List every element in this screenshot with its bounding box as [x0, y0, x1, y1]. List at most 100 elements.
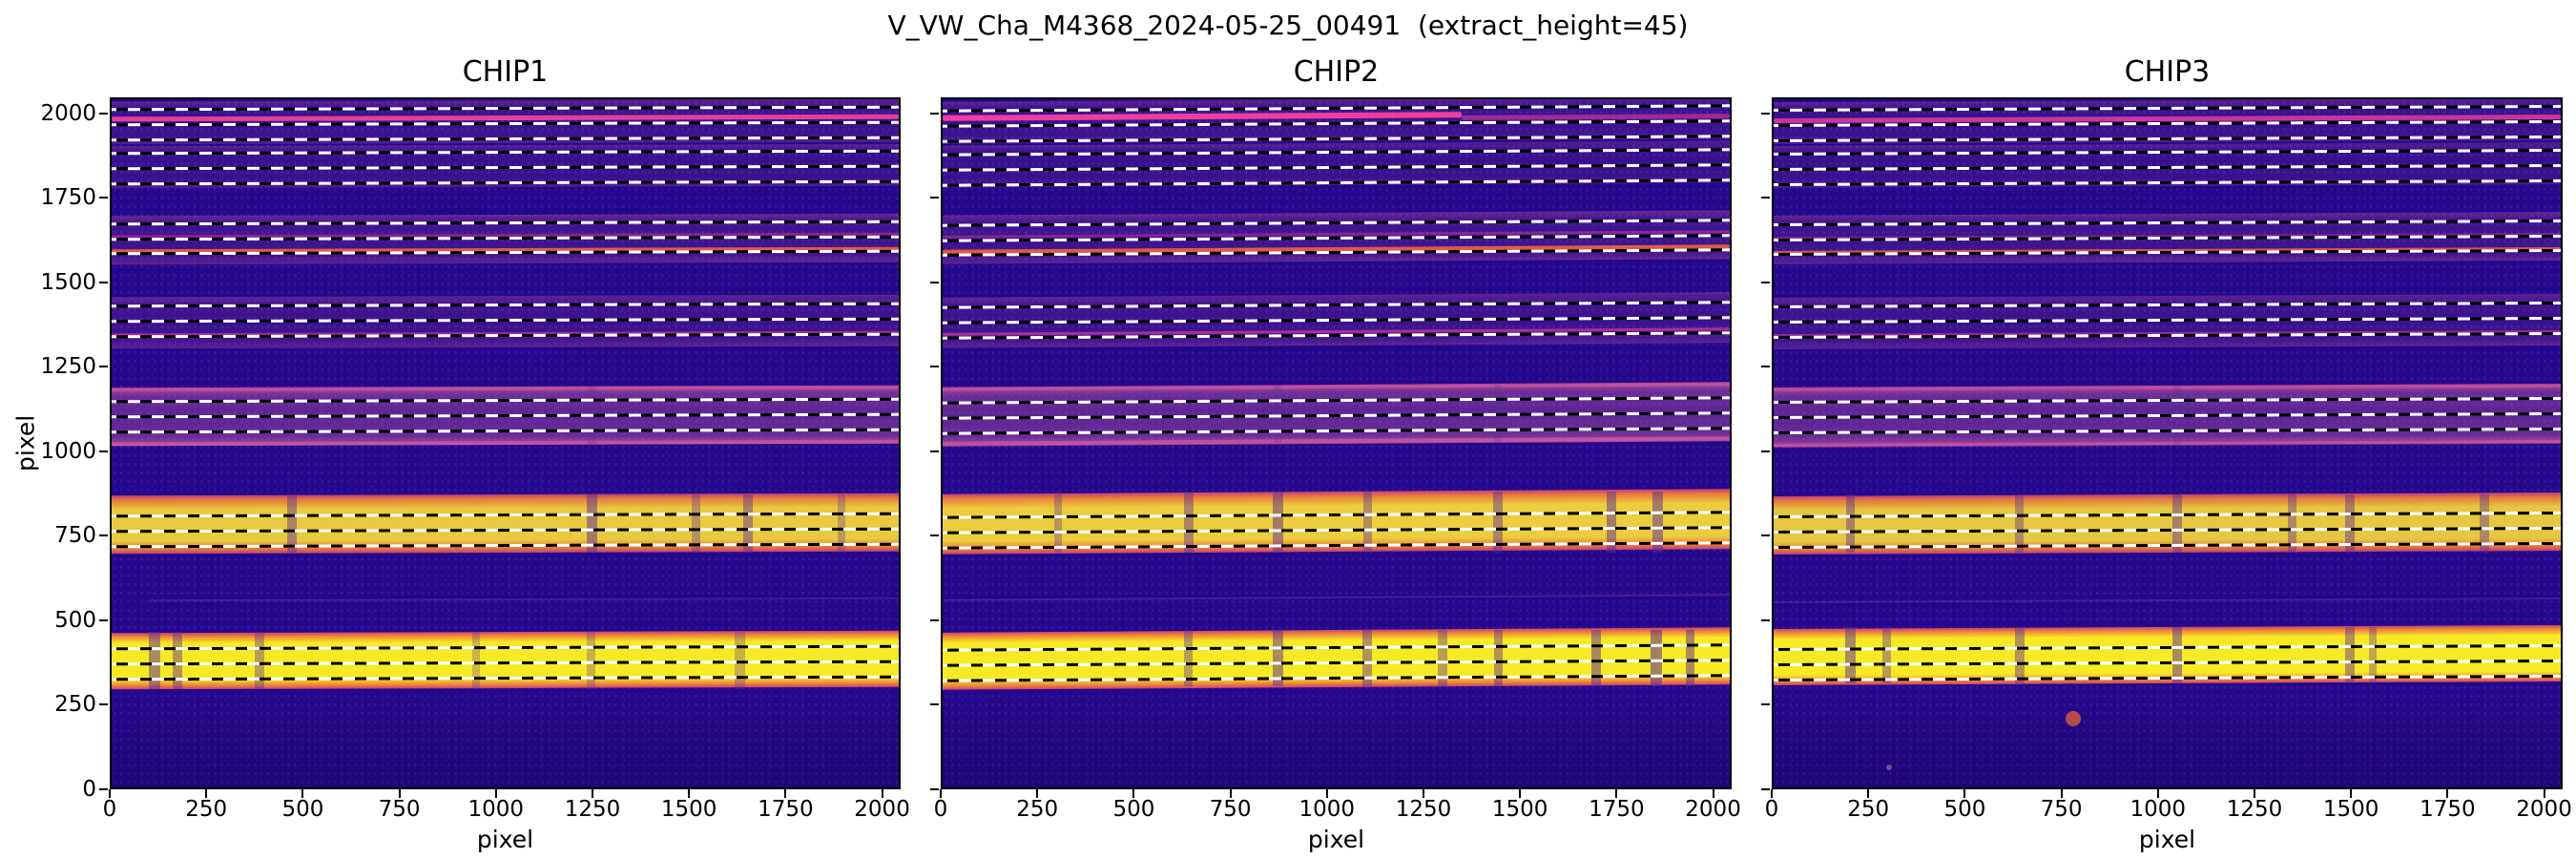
absorption-stripe — [2014, 626, 2025, 683]
y-tick — [1761, 366, 1770, 368]
x-axis: 0 250 500 750 1000 1250 1500 1750 2000 — [1765, 789, 2572, 826]
artifact-dot — [2066, 710, 2082, 726]
x-tick-label: 1250 — [2226, 797, 2283, 822]
absorption-stripe — [1590, 629, 1602, 687]
x-tick — [205, 789, 208, 798]
y-tick — [99, 618, 108, 621]
panels-row: CHIP1 pixel 0 250 500 750 1000 1250 1500 1750 20… — [12, 55, 2572, 853]
y-tick-label: 500 — [54, 607, 96, 633]
y-tick — [1761, 281, 1770, 283]
x-tick — [881, 789, 883, 798]
y-tick — [930, 618, 939, 621]
y-tick — [930, 112, 939, 115]
x-tick — [2060, 789, 2063, 798]
x-tick-label: 1250 — [1395, 797, 1452, 822]
y-tick — [1761, 197, 1770, 199]
plot-wrap — [1761, 97, 2563, 798]
plot-wrap — [930, 97, 1732, 798]
x-tick-label: 1750 — [1589, 797, 1645, 822]
absorption-stripe — [1273, 492, 1283, 553]
x-tick-label: 750 — [378, 797, 421, 822]
absorption-stripe — [1183, 492, 1194, 553]
x-tick — [1132, 789, 1135, 798]
trace-line — [1774, 597, 2561, 603]
absorption-stripe — [1845, 626, 1856, 683]
x-tick — [301, 789, 304, 798]
trace-line — [943, 594, 1730, 601]
x-tick — [1867, 789, 1870, 798]
y-tick — [1761, 618, 1770, 621]
y-tick — [99, 703, 108, 706]
absorption-stripe — [2288, 494, 2297, 553]
x-tick-label: 1500 — [1491, 797, 1548, 822]
plot-area — [941, 97, 1732, 789]
x-tick-label: 2000 — [1685, 797, 1741, 822]
x-tick — [1325, 789, 1328, 798]
x-tick — [2156, 789, 2159, 798]
x-tick — [1229, 789, 1232, 798]
x-tick — [2446, 789, 2449, 798]
y-tick — [1761, 112, 1770, 115]
x-tick — [1712, 789, 1714, 798]
y-tick-label: 1500 — [40, 269, 96, 295]
absorption-stripe — [1493, 492, 1503, 553]
y-tick-label: 250 — [54, 692, 96, 718]
x-tick — [2350, 789, 2353, 798]
absorption-stripe — [1362, 629, 1372, 687]
x-tick-label: 0 — [102, 797, 117, 822]
absorption-stripe — [471, 632, 480, 689]
x-tick — [1036, 789, 1039, 798]
absorption-stripe — [2171, 626, 2183, 683]
y-tick — [99, 281, 108, 283]
y-tick — [930, 366, 939, 368]
y-tick-label: 1250 — [40, 354, 96, 380]
y-tick-label: 2000 — [40, 100, 96, 126]
absorption-stripe — [2345, 494, 2356, 553]
absorption-stripe — [1362, 492, 1372, 553]
absorption-stripe — [1274, 384, 1282, 444]
x-tick-label: 750 — [2040, 797, 2083, 822]
x-tick-label: 500 — [1112, 797, 1155, 822]
plot-wrap: pixel 0 250 500 750 1000 1250 1500 1750 2000 — [12, 97, 901, 802]
x-tick-label: 1750 — [2420, 797, 2476, 822]
x-tick-label: 1000 — [1298, 797, 1356, 822]
x-tick-label: 2000 — [2516, 797, 2572, 822]
x-axis: 0 250 500 750 1000 1250 1500 1750 2000 — [103, 789, 910, 826]
y-axis-label: pixel — [11, 414, 40, 472]
y-tick — [1761, 703, 1770, 706]
absorption-stripe — [2172, 494, 2182, 553]
panel-chip3: CHIP3 0 250 500 750 1000 1250 1500 1750 2000 pix… — [1761, 55, 2572, 853]
x-axis-label: pixel — [476, 826, 534, 853]
x-tick — [591, 789, 593, 798]
x-tick — [109, 789, 111, 798]
x-tick-label: 250 — [1847, 797, 1890, 822]
y-tick-label: 1000 — [40, 438, 96, 464]
absorption-stripe — [2015, 494, 2025, 553]
absorption-stripe — [1053, 492, 1062, 553]
x-tick-label: 2000 — [854, 797, 910, 822]
y-tick — [99, 197, 108, 199]
y-tick — [99, 450, 108, 452]
x-axis-label: pixel — [1307, 826, 1365, 853]
absorption-stripe — [691, 494, 700, 554]
x-tick — [398, 789, 401, 798]
x-tick — [688, 789, 691, 798]
x-tick — [1963, 789, 1966, 798]
plot-area — [110, 97, 901, 789]
absorption-stripe — [1685, 629, 1695, 687]
absorption-stripe — [2345, 626, 2356, 683]
absorption-stripe — [1882, 626, 1892, 683]
absorption-stripe — [2480, 494, 2490, 553]
y-tick — [930, 281, 939, 283]
x-tick-label: 1500 — [660, 797, 717, 822]
absorption-stripe — [1273, 629, 1283, 687]
absorption-stripe — [2369, 626, 2378, 683]
absorption-stripe — [1845, 494, 1856, 553]
absorption-stripe — [1184, 629, 1194, 687]
x-tick — [784, 789, 787, 798]
y-tick — [99, 366, 108, 368]
trace-line — [150, 597, 899, 602]
y-tick — [930, 197, 939, 199]
artifact-dot — [1885, 764, 1892, 770]
y-tick — [930, 450, 939, 452]
